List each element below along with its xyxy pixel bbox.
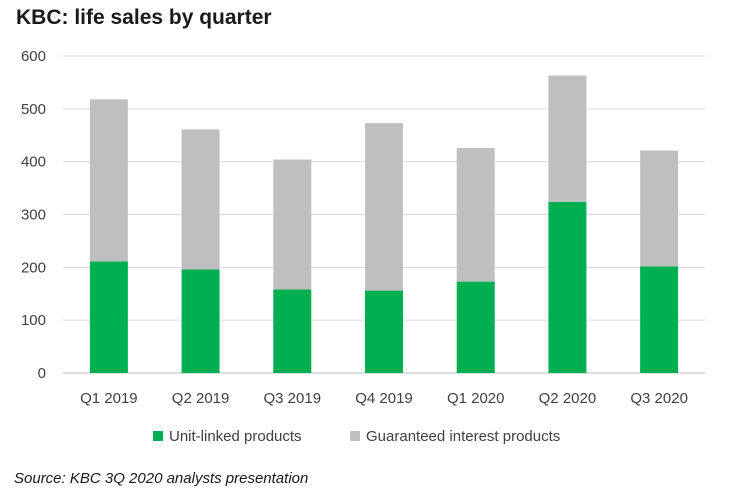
x-tick-label: Q2 2019 xyxy=(172,390,230,407)
legend-label-0: Unit-linked products xyxy=(169,428,302,445)
bar-unit-linked-0 xyxy=(89,261,128,373)
bar-unit-linked-6 xyxy=(640,266,679,373)
bar-guaranteed-1 xyxy=(181,129,220,270)
bar-guaranteed-6 xyxy=(640,150,679,267)
x-tick-label: Q4 2019 xyxy=(355,390,413,407)
x-tick-label: Q1 2019 xyxy=(80,390,138,407)
y-tick-label: 200 xyxy=(21,259,46,276)
x-tick-label: Q3 2020 xyxy=(630,390,688,407)
legend-label-1: Guaranteed interest products xyxy=(366,428,560,445)
bar-guaranteed-0 xyxy=(89,99,128,262)
legend-swatch-1 xyxy=(350,431,360,441)
source-note: Source: KBC 3Q 2020 analysts presentatio… xyxy=(14,470,309,487)
x-axis-ticks: Q1 2019 Q2 2019 Q3 2019 Q4 2019 Q1 2020 Q2 20… xyxy=(80,390,688,407)
y-tick-label: 500 xyxy=(21,101,46,118)
y-tick-label: 300 xyxy=(21,207,46,224)
y-tick-label: 0 xyxy=(38,365,46,382)
bar-unit-linked-5 xyxy=(548,201,587,373)
y-tick-label: 100 xyxy=(21,312,46,329)
y-axis-ticks: 0 100 200 300 400 500 600 xyxy=(21,48,46,382)
x-tick-label: Q1 2020 xyxy=(447,390,505,407)
bar-guaranteed-3 xyxy=(365,123,403,291)
bar-unit-linked-1 xyxy=(181,269,220,373)
bar-unit-linked-2 xyxy=(273,289,312,373)
bars xyxy=(89,75,679,373)
bar-guaranteed-2 xyxy=(273,159,312,290)
bar-unit-linked-3 xyxy=(365,290,403,373)
legend: Unit-linked products Guaranteed interest … xyxy=(153,428,560,445)
x-tick-label: Q2 2020 xyxy=(539,390,597,407)
y-tick-label: 400 xyxy=(21,154,46,171)
y-tick-label: 600 xyxy=(21,48,46,65)
legend-swatch-0 xyxy=(153,431,163,441)
bar-guaranteed-5 xyxy=(548,75,587,202)
bar-guaranteed-4 xyxy=(456,147,495,282)
bar-unit-linked-4 xyxy=(456,281,495,373)
chart-title: KBC: life sales by quarter xyxy=(16,6,272,29)
x-tick-label: Q3 2019 xyxy=(264,390,322,407)
bar-chart: 0 100 200 300 400 500 600 Q1 2019 Q2 2019 Q3 201… xyxy=(21,48,705,445)
